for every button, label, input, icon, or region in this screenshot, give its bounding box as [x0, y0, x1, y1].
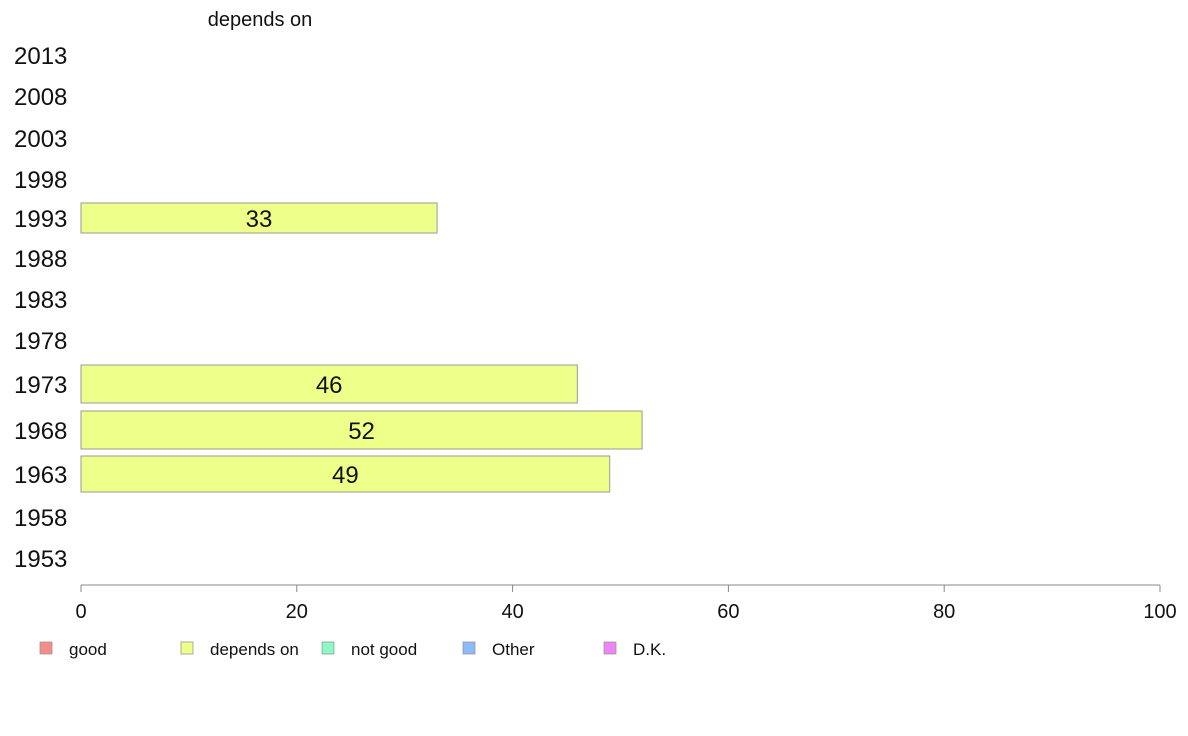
data-label-1968: 52	[348, 418, 375, 445]
y-tick-label-1993: 1993	[14, 206, 67, 233]
y-tick-label-1953: 1953	[14, 546, 67, 573]
y-tick-label-1998: 1998	[14, 167, 67, 194]
bar-1963	[80, 455, 611, 493]
legend-swatch-other	[462, 641, 476, 655]
legend-swatch-not-good	[321, 641, 335, 655]
legend-swatch-d-k-	[603, 641, 617, 655]
data-label-1993: 33	[246, 206, 273, 233]
data-label-1973: 46	[316, 372, 343, 399]
y-tick-label-1978: 1978	[14, 328, 67, 355]
x-axis: 0 20 40 60 80 100	[75, 584, 1177, 623]
data-label-1963: 49	[332, 462, 359, 489]
y-tick-label-1973: 1973	[14, 372, 67, 399]
x-tick-label-20: 20	[286, 601, 308, 623]
chart-title: depends on	[208, 9, 313, 31]
y-tick-label-1958: 1958	[14, 505, 67, 532]
y-tick-label-2013: 2013	[14, 43, 67, 70]
bar-1993	[80, 202, 438, 234]
x-tick-label-40: 40	[501, 601, 523, 623]
bar-1973	[80, 364, 578, 404]
x-tick-label-0: 0	[75, 601, 86, 623]
y-tick-label-1963: 1963	[14, 462, 67, 489]
legend-label-d-k-: D.K.	[633, 640, 666, 659]
x-tick-label-60: 60	[717, 601, 739, 623]
legend-label-not-good: not good	[351, 640, 417, 659]
bar-1968	[80, 410, 643, 450]
legend-swatch-good	[39, 641, 53, 655]
y-tick-label-2008: 2008	[14, 84, 67, 111]
x-tick-label-100: 100	[1143, 601, 1176, 623]
legend-label-depends-on: depends on	[210, 640, 299, 659]
y-tick-label-1983: 1983	[14, 287, 67, 314]
legend-label-good: good	[69, 640, 107, 659]
y-tick-label-2003: 2003	[14, 126, 67, 153]
legend: good depends on not good Other D.K.	[39, 640, 666, 659]
legend-label-other: Other	[492, 640, 535, 659]
x-tick-label-80: 80	[933, 601, 955, 623]
y-tick-label-1968: 1968	[14, 418, 67, 445]
y-tick-label-1988: 1988	[14, 246, 67, 273]
y-axis-labels: 2013 2008 2003 1998 1993 1988 1983 1978 1973 1968…	[14, 43, 67, 573]
legend-swatch-depends-on	[180, 641, 194, 655]
